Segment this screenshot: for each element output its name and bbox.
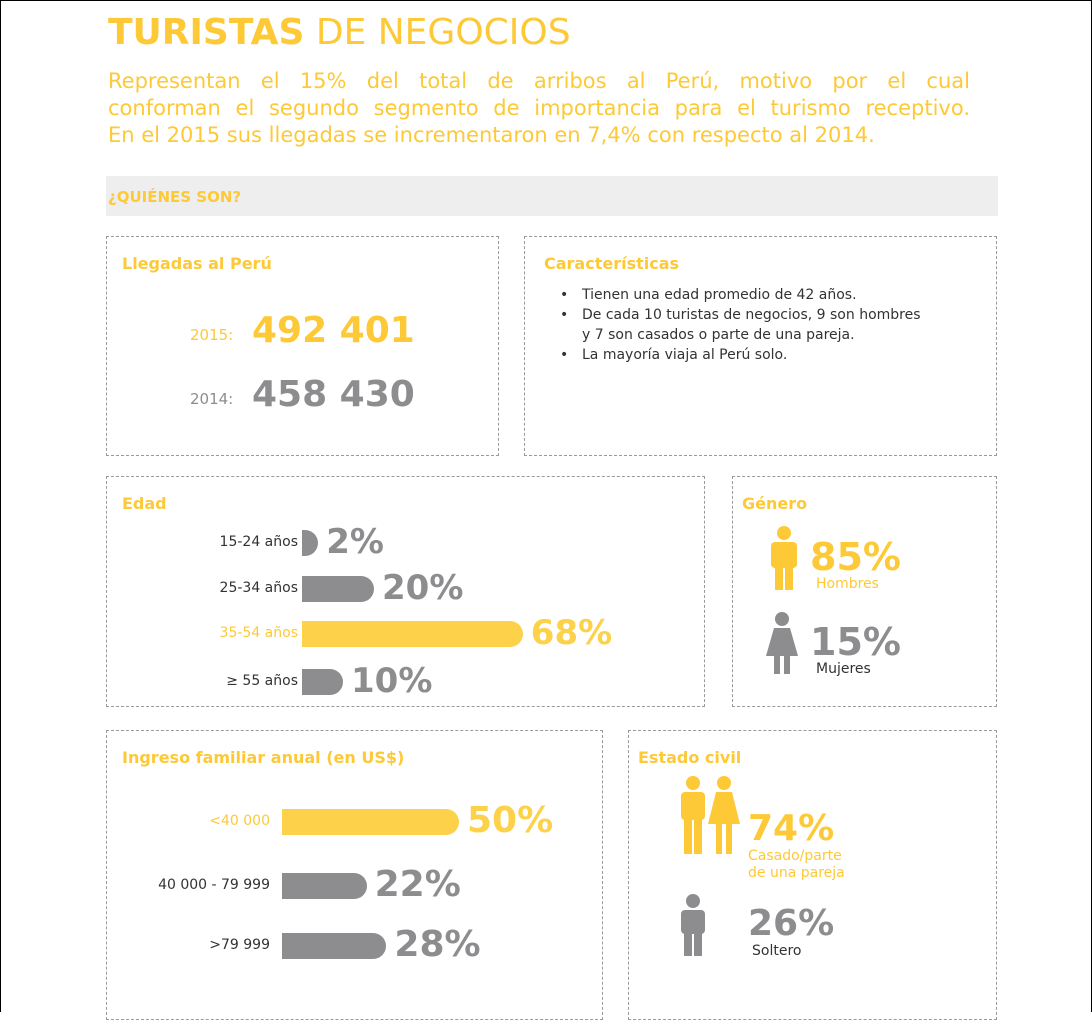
category-label: <40 000 <box>209 813 270 829</box>
female-icon <box>766 612 798 674</box>
title-light: DE NEGOCIOS <box>315 12 571 53</box>
title: TURISTAS DE NEGOCIOS <box>108 12 571 53</box>
category-label: 35-54 años <box>219 625 298 641</box>
bar <box>302 530 319 556</box>
bullet-item: Tienen una edad promedio de 42 años. <box>552 285 922 305</box>
value-label: 50% <box>467 799 554 841</box>
intro-line: conforman el segundo segmento de importa… <box>108 96 970 120</box>
single-icon <box>681 894 705 956</box>
year-label: 2014: <box>190 390 234 408</box>
bullet-item: De cada 10 turistas de negocios, 9 son h… <box>552 305 922 345</box>
arrivals-value: 458 430 <box>252 374 415 415</box>
civil-label: de una pareja <box>748 865 845 881</box>
civil-label: Soltero <box>752 943 802 959</box>
male-icon <box>771 526 797 590</box>
intro-line: En el 2015 sus llegadas se incrementaron… <box>108 123 875 147</box>
llegadas-title: Llegadas al Perú <box>122 254 272 273</box>
bar <box>282 933 387 959</box>
value-label: 28% <box>394 923 481 965</box>
intro: Representan el 15% del total de arribos … <box>108 68 970 149</box>
category-label: ≥ 55 años <box>226 673 298 689</box>
category-label: >79 999 <box>209 937 270 953</box>
section-title: ¿QUIÉNES SON? <box>108 188 242 206</box>
intro-line: Representan el 15% del total de arribos … <box>108 69 970 93</box>
box-edad <box>106 476 705 707</box>
caracteristicas-list: Tienen una edad promedio de 42 años.De c… <box>552 285 922 365</box>
genero-title: Género <box>742 494 808 513</box>
section-bar <box>106 176 998 216</box>
bullet-item: La mayoría viaja al Perú solo. <box>552 345 922 365</box>
estado-civil-title: Estado civil <box>638 748 742 767</box>
value-label: 22% <box>374 863 461 905</box>
value-label: 2% <box>326 521 384 562</box>
category-label: 25-34 años <box>219 580 298 596</box>
value-label: 20% <box>382 567 464 608</box>
bar <box>302 669 343 695</box>
ingreso-title: Ingreso familiar anual (en US$) <box>122 748 405 767</box>
caracteristicas-title: Características <box>544 254 680 273</box>
title-bold: TURISTAS <box>108 12 305 53</box>
edad-title: Edad <box>122 494 167 513</box>
bar <box>302 621 523 647</box>
box-caracteristicas <box>524 236 997 456</box>
box-llegadas <box>106 236 499 456</box>
value-label: 68% <box>530 612 613 653</box>
gender-value: 15% <box>810 620 901 664</box>
civil-label: Casado/parte <box>748 848 842 864</box>
gender-label: Mujeres <box>816 661 871 677</box>
category-label: 15-24 años <box>219 534 298 550</box>
bar <box>282 873 367 899</box>
box-genero <box>732 476 997 707</box>
value-label: 10% <box>351 660 433 701</box>
civil-value: 26% <box>748 903 835 944</box>
civil-value: 74% <box>748 808 835 849</box>
bar <box>302 576 374 602</box>
arrivals-value: 492 401 <box>252 310 415 351</box>
bar <box>282 809 459 835</box>
couple-icon <box>681 776 740 854</box>
category-label: 40 000 - 79 999 <box>158 877 270 893</box>
year-label: 2015: <box>190 326 234 344</box>
gender-label: Hombres <box>816 576 879 592</box>
gender-value: 85% <box>810 535 901 579</box>
